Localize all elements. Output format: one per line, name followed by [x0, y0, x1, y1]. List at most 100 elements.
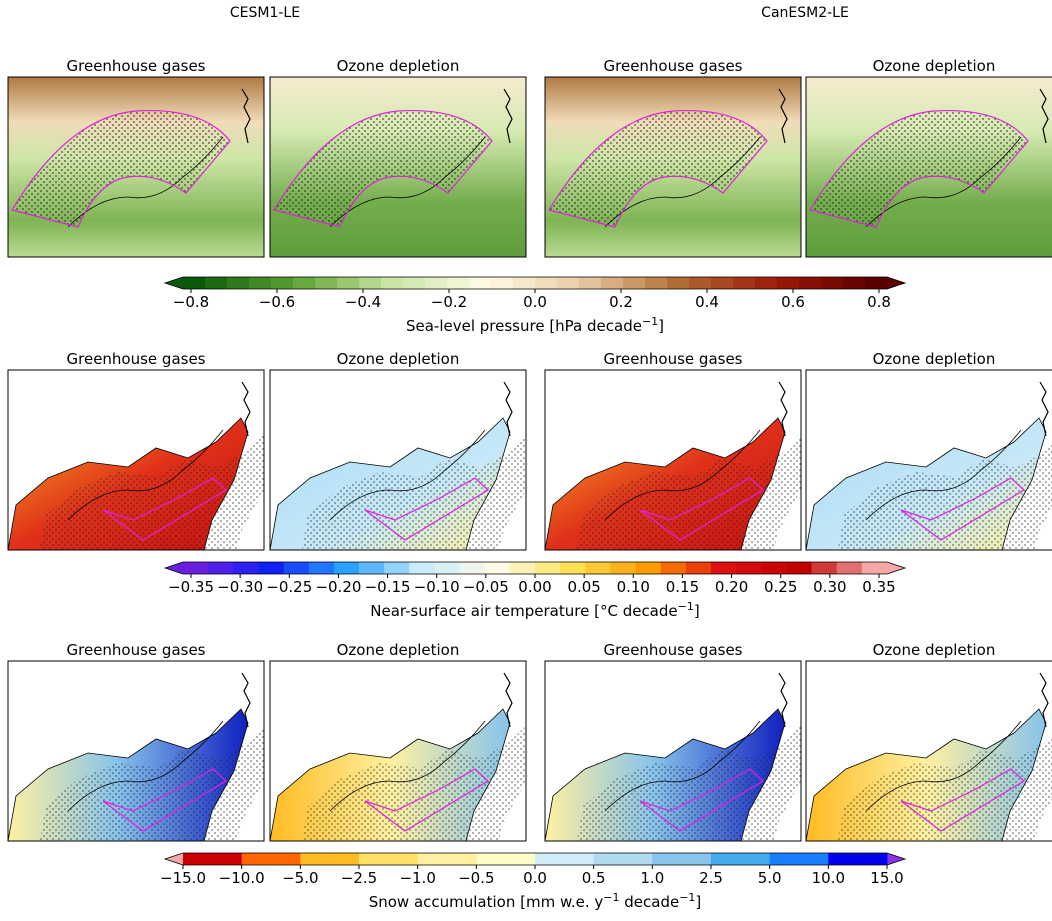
colorbar-tick-label: 0.6 — [781, 293, 805, 311]
colorbar-tick-label: −0.30 — [217, 578, 263, 596]
colorbar-segment — [686, 562, 712, 574]
colorbar-segment — [862, 562, 888, 574]
colorbar-segment — [242, 853, 301, 865]
panel-title: Greenhouse gases — [67, 57, 206, 75]
colorbar-segment — [667, 277, 690, 289]
colorbar-label: Sea-level pressure [hPa decade−1] — [406, 315, 664, 336]
colorbar-segment — [601, 277, 624, 289]
colorbar-segment — [594, 853, 653, 865]
colorbar-tick-label: −0.6 — [259, 293, 295, 311]
colorbar-segment — [557, 277, 580, 289]
panel-title: Ozone depletion — [337, 350, 460, 368]
colorbar-tick-label: −0.05 — [463, 578, 509, 596]
colorbar-segment — [469, 277, 492, 289]
colorbar-segment — [485, 562, 511, 574]
colorbar-segment — [623, 277, 646, 289]
colorbar-tick-label: 0.15 — [666, 578, 699, 596]
colorbar-tick-label: −0.15 — [365, 578, 411, 596]
map-panel — [8, 77, 264, 257]
colorbar-segment — [837, 562, 863, 574]
colorbar-segment — [300, 853, 359, 865]
colorbar-label: Snow accumulation [mm w.e. y−1 decade−1] — [369, 891, 702, 912]
colorbar-segment — [777, 277, 800, 289]
colorbar-tick-label: 1.0 — [640, 869, 664, 887]
colorbar-extend — [887, 277, 905, 289]
colorbar-segment — [733, 277, 756, 289]
figure: CESM1-LECanESM2-LEGreenhouse gasesOzone … — [0, 0, 1052, 921]
colorbar-segment — [711, 277, 734, 289]
colorbar-segment — [233, 562, 259, 574]
colorbar-segment — [183, 853, 242, 865]
colorbar-segment — [183, 277, 206, 289]
label-text: decade — [619, 893, 679, 911]
colorbar-tick-label: 10.0 — [812, 869, 845, 887]
colorbar-segment — [491, 277, 514, 289]
colorbar-tick-label: 0.35 — [862, 578, 895, 596]
map-panel — [8, 661, 278, 851]
map-panel — [545, 77, 801, 257]
colorbar-label: Near-surface air temperature [°C decade−… — [370, 600, 699, 621]
colorbar-tick-label: 0.0 — [523, 293, 547, 311]
colorbar-segment — [271, 277, 294, 289]
map-panel — [545, 370, 815, 560]
colorbar-segment — [865, 277, 888, 289]
panel-title: Ozone depletion — [337, 57, 460, 75]
label-superscript: −1 — [642, 315, 658, 328]
colorbar-extend — [165, 562, 183, 574]
colorbar-segment — [359, 277, 382, 289]
colorbar-segment — [513, 277, 536, 289]
colorbar-segment — [284, 562, 310, 574]
label-text: Near-surface air temperature [°C decade — [370, 602, 677, 620]
panel-title: Ozone depletion — [873, 641, 996, 659]
colorbar-tick-label: 0.8 — [867, 293, 891, 311]
colorbar-segment — [409, 562, 435, 574]
colorbar-segment — [828, 853, 887, 865]
colorbar-tick-label: 0.30 — [813, 578, 846, 596]
label-text: Snow accumulation [mm w.e. y — [369, 893, 604, 911]
panel-title: Ozone depletion — [873, 57, 996, 75]
label-text: ] — [694, 602, 700, 620]
colorbar-segment — [786, 562, 812, 574]
label-text: ] — [658, 317, 664, 335]
colorbar-segment — [579, 277, 602, 289]
colorbar-segment — [205, 277, 228, 289]
panel-title: Greenhouse gases — [604, 350, 743, 368]
colorbar-tick-label: 0.5 — [582, 869, 606, 887]
panel-title: Greenhouse gases — [67, 641, 206, 659]
colorbar-segment — [315, 277, 338, 289]
colorbar-segment — [535, 853, 594, 865]
colorbar-extend — [165, 277, 183, 289]
colorbar-segment — [689, 277, 712, 289]
colorbar-segment — [799, 277, 822, 289]
colorbar-segment — [761, 562, 787, 574]
panel-title: Ozone depletion — [337, 641, 460, 659]
map-panel — [270, 77, 526, 257]
colorbar-segment — [183, 562, 209, 574]
colorbar-segment — [821, 277, 844, 289]
colorbar-tick-label: −0.20 — [315, 578, 361, 596]
column-title: CESM1-LE — [230, 5, 300, 21]
colorbar-tick-label: −1.0 — [399, 869, 435, 887]
colorbar-segment — [645, 277, 668, 289]
colorbar-extend — [165, 853, 183, 865]
colorbar-segment — [359, 853, 418, 865]
colorbar-extend — [887, 853, 905, 865]
colorbar-segment — [510, 562, 536, 574]
colorbar-segment — [661, 562, 687, 574]
colorbar-tick-label: −0.10 — [414, 578, 460, 596]
colorbar-tick-label: 0.20 — [715, 578, 748, 596]
colorbar-tick-label: 0.00 — [518, 578, 551, 596]
colorbar-segment — [770, 853, 829, 865]
map-panel — [806, 661, 1052, 851]
colorbar-tick-label: −0.8 — [173, 293, 209, 311]
colorbar-segment — [535, 277, 558, 289]
colorbar-tick-label: −0.5 — [458, 869, 494, 887]
colorbar-tick-label: −0.25 — [266, 578, 312, 596]
colorbar-segment — [560, 562, 586, 574]
colorbar-segment — [359, 562, 385, 574]
colorbar-tick-label: −5.0 — [282, 869, 318, 887]
colorbar-segment — [843, 277, 866, 289]
colorbar-segment — [425, 277, 448, 289]
colorbar-segment — [418, 853, 477, 865]
colorbar-segment — [309, 562, 335, 574]
